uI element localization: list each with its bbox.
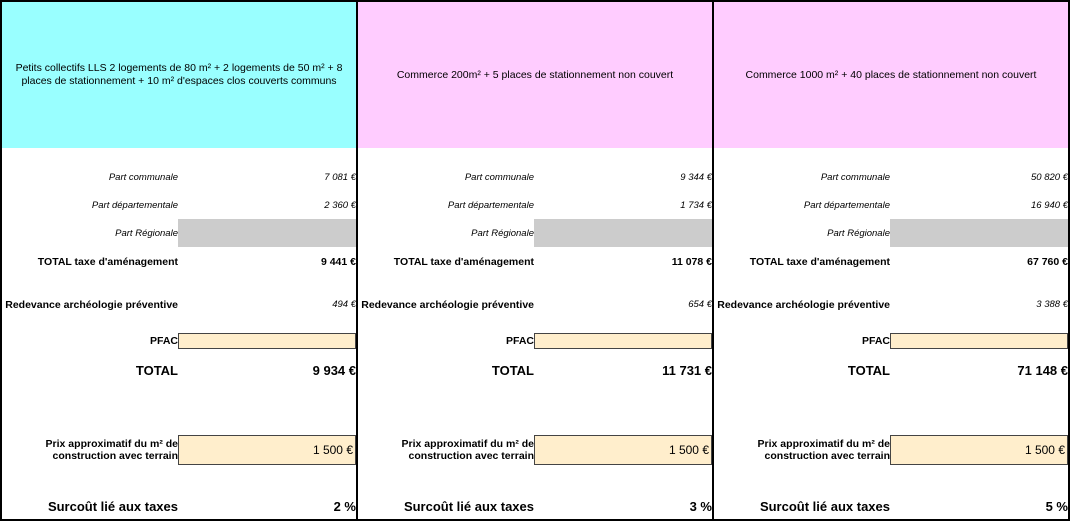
- value-total[interactable]: 71 148 €: [1017, 363, 1068, 378]
- scenario-panel-2: Commerce 200m² + 5 places de stationneme…: [356, 0, 712, 521]
- value-total-taxe[interactable]: 11 078 €: [671, 256, 712, 268]
- label-pfac: PFAC: [149, 335, 178, 347]
- value-part-communale[interactable]: 9 344 €: [680, 172, 712, 183]
- scenario-title[interactable]: Commerce 1000 m² + 40 places de stationn…: [714, 2, 1068, 148]
- label-part-communale: Part communale: [820, 172, 890, 183]
- scenario-title[interactable]: Commerce 200m² + 5 places de stationneme…: [358, 2, 712, 148]
- cell-pfac[interactable]: [534, 333, 712, 349]
- label-part-communale: Part communale: [108, 172, 178, 183]
- value-total-taxe[interactable]: 9 441 €: [320, 256, 356, 268]
- scenario-panel-1: Petits collectifs LLS 2 logements de 80 …: [0, 0, 356, 521]
- value-part-departementale[interactable]: 16 940 €: [1031, 200, 1068, 211]
- label-total: TOTAL: [491, 363, 534, 378]
- scenario-title[interactable]: Petits collectifs LLS 2 logements de 80 …: [2, 2, 356, 148]
- cell-prix[interactable]: 1 500 €: [178, 435, 356, 465]
- label-part-departementale: Part départementale: [803, 200, 890, 211]
- scenario-panel-3: Commerce 1000 m² + 40 places de stationn…: [712, 0, 1070, 521]
- value-redevance[interactable]: 654 €: [688, 299, 712, 310]
- label-redevance: Redevance archéologie préventive: [717, 299, 890, 311]
- cell-part-regionale[interactable]: [890, 219, 1068, 247]
- label-pfac: PFAC: [861, 335, 890, 347]
- label-part-regionale: Part Régionale: [115, 228, 178, 239]
- value-total-taxe[interactable]: 67 760 €: [1027, 256, 1068, 268]
- cell-prix[interactable]: 1 500 €: [890, 435, 1068, 465]
- label-prix: Prix approximatif du m² de construction …: [757, 438, 890, 462]
- cell-pfac[interactable]: [890, 333, 1068, 349]
- cell-prix[interactable]: 1 500 €: [534, 435, 712, 465]
- value-total[interactable]: 9 934 €: [312, 363, 356, 378]
- label-prix: Prix approximatif du m² de construction …: [45, 438, 178, 462]
- cell-pfac[interactable]: [178, 333, 356, 349]
- label-part-departementale: Part départementale: [91, 200, 178, 211]
- label-part-departementale: Part départementale: [447, 200, 534, 211]
- label-total: TOTAL: [135, 363, 178, 378]
- value-part-communale[interactable]: 7 081 €: [324, 172, 356, 183]
- cell-part-regionale[interactable]: [178, 219, 356, 247]
- value-part-departementale[interactable]: 2 360 €: [324, 200, 356, 211]
- label-pfac: PFAC: [505, 335, 534, 347]
- label-surcout: Surcoût lié aux taxes: [759, 499, 890, 514]
- label-part-communale: Part communale: [464, 172, 534, 183]
- label-prix: Prix approximatif du m² de construction …: [401, 438, 534, 462]
- label-part-regionale: Part Régionale: [471, 228, 534, 239]
- label-redevance: Redevance archéologie préventive: [361, 299, 534, 311]
- value-redevance[interactable]: 3 388 €: [1036, 299, 1068, 310]
- label-surcout: Surcoût lié aux taxes: [47, 499, 178, 514]
- label-surcout: Surcoût lié aux taxes: [403, 499, 534, 514]
- value-surcout[interactable]: 3 %: [689, 499, 712, 514]
- label-total-taxe: TOTAL taxe d'aménagement: [749, 256, 890, 268]
- label-total-taxe: TOTAL taxe d'aménagement: [37, 256, 178, 268]
- label-part-regionale: Part Régionale: [827, 228, 890, 239]
- value-redevance[interactable]: 494 €: [332, 299, 356, 310]
- cell-part-regionale[interactable]: [534, 219, 712, 247]
- value-surcout[interactable]: 2 %: [333, 499, 356, 514]
- label-total: TOTAL: [847, 363, 890, 378]
- label-total-taxe: TOTAL taxe d'aménagement: [393, 256, 534, 268]
- value-part-departementale[interactable]: 1 734 €: [680, 200, 712, 211]
- label-redevance: Redevance archéologie préventive: [5, 299, 178, 311]
- value-part-communale[interactable]: 50 820 €: [1031, 172, 1068, 183]
- value-surcout[interactable]: 5 %: [1045, 499, 1068, 514]
- value-total[interactable]: 11 731 €: [662, 363, 712, 378]
